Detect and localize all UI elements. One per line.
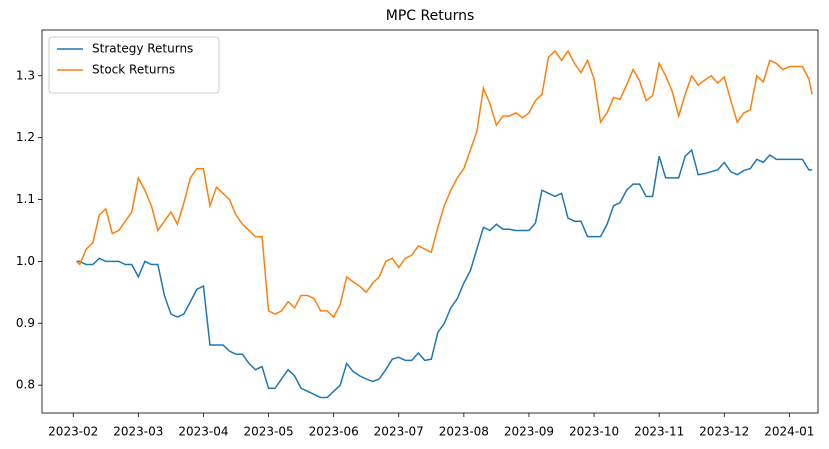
y-tick-label: 1.0: [16, 254, 35, 268]
x-tick-label: 2023-07: [374, 425, 424, 439]
plot-frame: [41, 29, 819, 414]
x-tick-label: 2023-11: [634, 425, 684, 439]
legend: Strategy Returns Stock Returns: [48, 36, 220, 94]
x-tick-label: 2023-02: [48, 425, 98, 439]
legend-label: Stock Returns: [92, 63, 175, 77]
x-tick-label: 2023-03: [113, 425, 163, 439]
x-tick-label: 2023-12: [699, 425, 749, 439]
series-line: [75, 49, 813, 319]
series-line: [76, 148, 813, 399]
x-tick-label: 2023-04: [178, 425, 228, 439]
y-tick-label: 1.2: [16, 130, 35, 144]
chart-title: MPC Returns: [386, 8, 475, 24]
y-tick-label: 1.3: [16, 68, 35, 82]
x-tick-label: 2023-08: [439, 425, 489, 439]
legend-label: Strategy Returns: [92, 42, 193, 56]
y-tick-label: 1.1: [16, 192, 35, 206]
x-tick-label: 2023-09: [504, 425, 554, 439]
x-tick-label: 2023-10: [569, 425, 619, 439]
x-tick-label: 2024-01: [764, 425, 814, 439]
x-tick-label: 2023-06: [309, 425, 359, 439]
legend-box: [48, 36, 220, 94]
x-tick-label: 2023-05: [243, 425, 293, 439]
y-tick-label: 0.9: [16, 316, 35, 330]
y-tick-label: 0.8: [16, 378, 35, 392]
